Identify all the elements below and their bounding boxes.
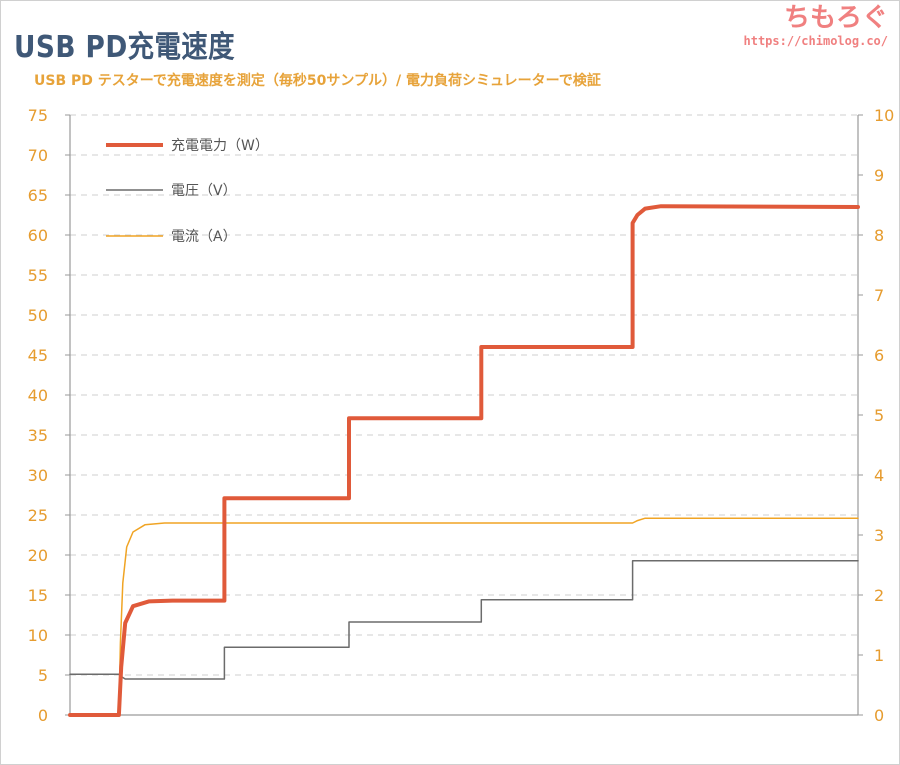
y-right-tick-label: 0 <box>874 706 884 725</box>
y-left-tick-label: 20 <box>28 546 48 565</box>
y-left-tick-label: 35 <box>28 426 48 445</box>
y-left-tick-label: 70 <box>28 146 48 165</box>
legend-label: 充電電力（W） <box>171 138 269 154</box>
page-title: USB PD充電速度 <box>14 30 236 65</box>
y-left-tick-label: 0 <box>38 706 48 725</box>
y-left-tick-label: 25 <box>28 506 48 525</box>
chart-subtitle: USB PD テスターで充電速度を測定（毎秒50サンプル）/ 電力負荷シミュレー… <box>34 73 601 89</box>
legend: 充電電力（W） 電圧（V） 電流（A） <box>106 138 269 245</box>
y-left-tick-label: 60 <box>28 226 48 245</box>
y-right-tick-label: 2 <box>874 586 884 605</box>
y-right-tick-label: 8 <box>874 226 884 245</box>
legend-label: 電流（A） <box>171 229 237 245</box>
logo-text: ちもろぐ <box>783 3 888 33</box>
gridlines <box>70 114 858 676</box>
y-left-tick-label: 50 <box>28 306 48 325</box>
y-left-tick-label: 45 <box>28 346 48 365</box>
y-right-tick-label: 1 <box>874 646 884 665</box>
y-left-tick-label: 40 <box>28 386 48 405</box>
series-lines <box>68 204 860 717</box>
y-right-tick-label: 6 <box>874 346 884 365</box>
y-right-tick-label: 3 <box>874 526 884 545</box>
y-left-tick-label: 30 <box>28 466 48 485</box>
y-right-tick-label: 5 <box>874 406 884 425</box>
y-left-tick-label: 65 <box>28 186 48 205</box>
y-right-tick-label: 4 <box>874 466 884 485</box>
y-right-tick-label: 10 <box>874 106 894 125</box>
y-right-tick-label: 7 <box>874 286 884 305</box>
logo-url: https://chimolog.co/ <box>743 34 889 48</box>
series-power-line <box>68 204 860 717</box>
y-axis-left-ticks: 0 5 10 15 20 25 30 35 40 45 50 55 60 65 70 75 <box>28 106 70 725</box>
site-logo[interactable]: ちもろぐ https://chimolog.co/ <box>744 2 889 48</box>
y-left-tick-label: 75 <box>28 106 48 125</box>
series-current-line <box>69 517 859 716</box>
y-left-tick-label: 5 <box>38 666 48 685</box>
y-axis-right-ticks: 0 1 2 3 4 5 6 7 8 9 10 <box>858 106 894 725</box>
y-right-tick-label: 9 <box>874 166 884 185</box>
y-left-tick-label: 55 <box>28 266 48 285</box>
series-voltage-line <box>69 560 859 680</box>
y-left-tick-label: 15 <box>28 586 48 605</box>
y-left-tick-label: 10 <box>28 626 48 645</box>
legend-label: 電圧（V） <box>171 183 237 199</box>
